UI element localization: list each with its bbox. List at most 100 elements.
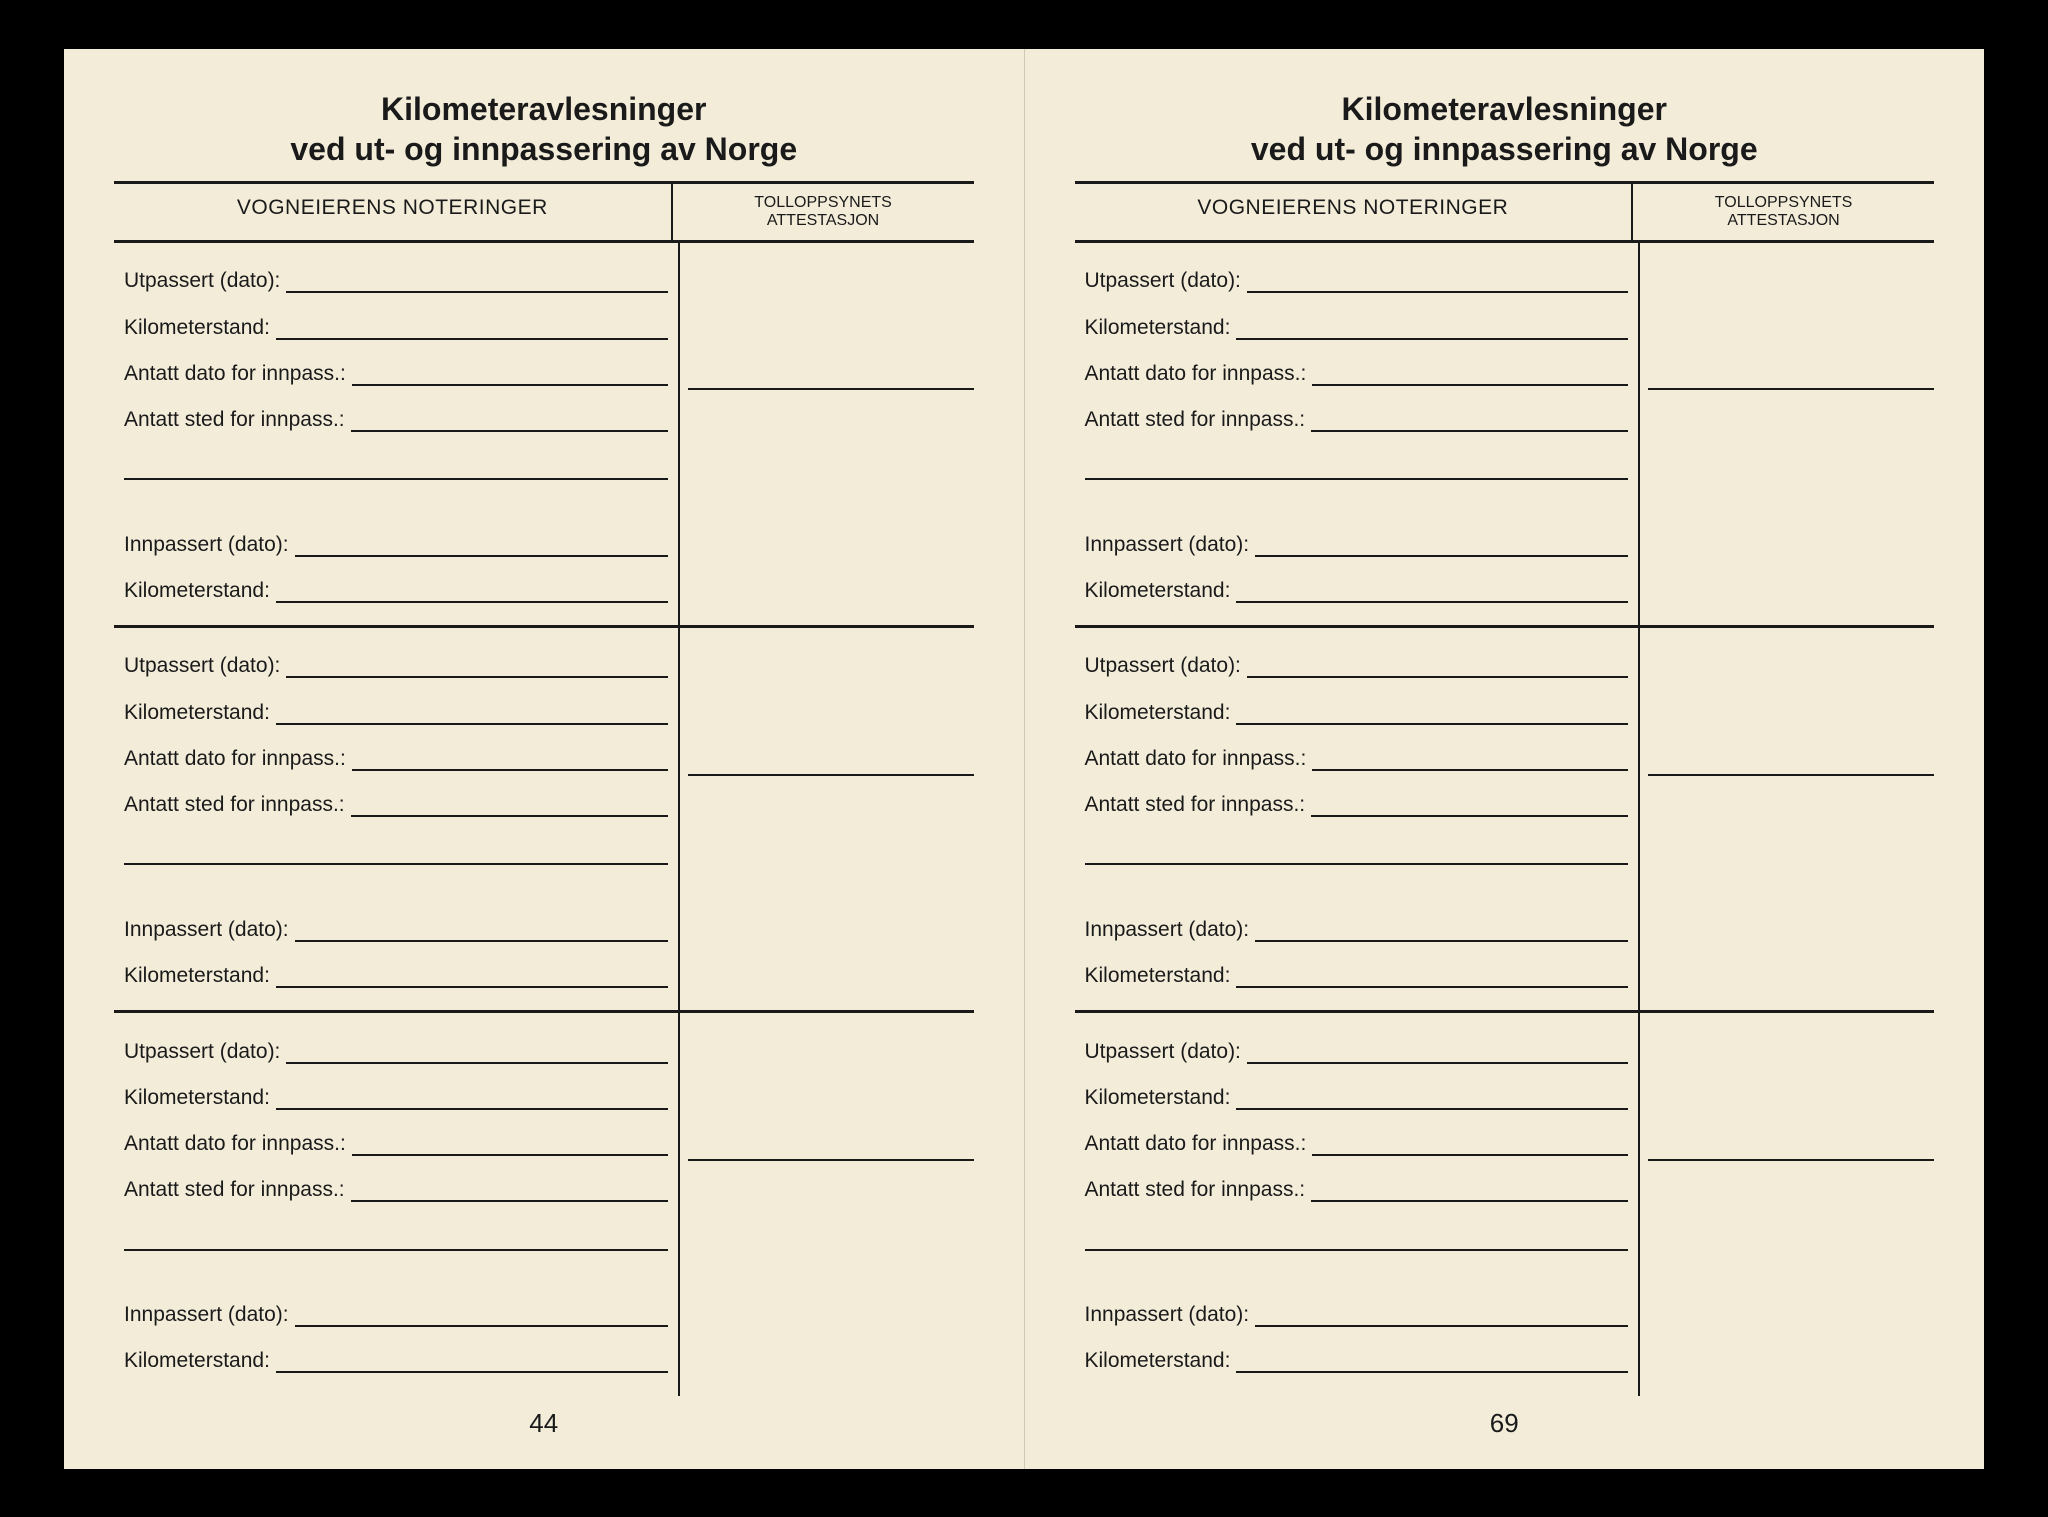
field-antatt-sted: Antatt sted for innpass.: [1085,793,1629,817]
header-owner-notes: VOGNEIERENS NOTERINGER [114,184,671,241]
attestation-divider [1648,774,1934,776]
fill-line [286,272,667,293]
spacer [124,1273,668,1287]
fill-line [295,1306,668,1327]
attestation-box [678,243,974,625]
field-kilometerstand: Kilometerstand: [124,1086,668,1110]
header-customs-attestation: TOLLOPPSYNETS ATTESTASJON [1631,184,1934,241]
blank-line [1085,839,1629,865]
page-right: Kilometeravlesninger ved ut- og innpasse… [1025,49,1985,1469]
entry-fields: Utpassert (dato): Kilometerstand: Antatt… [114,628,678,1010]
fill-line [286,1043,667,1064]
field-antatt-dato: Antatt dato for innpass.: [124,362,668,386]
fill-line [276,967,668,988]
column-headers: VOGNEIERENS NOTERINGER TOLLOPPSYNETS ATT… [1075,181,1935,244]
field-kilometerstand-2: Kilometerstand: [124,964,668,988]
spacer [124,888,668,902]
fill-line [1255,1306,1628,1327]
field-antatt-dato: Antatt dato for innpass.: [1085,362,1629,386]
page-title: Kilometeravlesninger ved ut- og innpasse… [1075,89,1935,169]
fill-line [352,750,668,771]
header-right-line2: ATTESTASJON [767,212,879,229]
entry-fields: Utpassert (dato): Kilometerstand: Antatt… [1075,243,1639,625]
header-right-line1: TOLLOPPSYNETS [1715,194,1853,211]
field-kilometerstand: Kilometerstand: [1085,316,1629,340]
spacer [124,503,668,517]
field-utpassert-dato: Utpassert (dato): [124,654,668,678]
fill-line [1312,1135,1628,1156]
entry-block: Utpassert (dato): Kilometerstand: Antatt… [114,1013,974,1395]
fill-line [1247,1043,1628,1064]
fill-line [1311,1181,1628,1202]
field-kilometerstand-2: Kilometerstand: [124,579,668,603]
field-innpassert-dato: Innpassert (dato): [1085,1303,1629,1327]
fill-line [1247,657,1628,678]
page-left: Kilometeravlesninger ved ut- og innpasse… [64,49,1025,1469]
field-kilometerstand-2: Kilometerstand: [1085,579,1629,603]
blank-line [124,454,668,480]
fill-line [351,796,668,817]
column-headers: VOGNEIERENS NOTERINGER TOLLOPPSYNETS ATT… [114,181,974,244]
entry-block: Utpassert (dato): Kilometerstand: Antatt… [114,628,974,1013]
attestation-box [1638,243,1934,625]
field-innpassert-dato: Innpassert (dato): [124,918,668,942]
field-utpassert-dato: Utpassert (dato): [1085,1040,1629,1064]
document-spread: Kilometeravlesninger ved ut- og innpasse… [64,49,1984,1469]
fill-line [286,657,667,678]
fill-line [1247,272,1628,293]
field-kilometerstand: Kilometerstand: [1085,1086,1629,1110]
fill-line [1311,411,1628,432]
header-customs-attestation: TOLLOPPSYNETS ATTESTASJON [671,184,974,241]
field-antatt-dato: Antatt dato for innpass.: [1085,1132,1629,1156]
field-utpassert-dato: Utpassert (dato): [124,1040,668,1064]
attestation-box [678,628,974,1010]
header-right-line2: ATTESTASJON [1727,212,1839,229]
field-kilometerstand-2: Kilometerstand: [1085,1349,1629,1373]
page-number: 69 [1075,1396,1935,1439]
fill-line [1236,319,1628,340]
entry-blocks: Utpassert (dato): Kilometerstand: Antatt… [1075,243,1935,1395]
field-antatt-dato: Antatt dato for innpass.: [1085,747,1629,771]
fill-line [351,411,668,432]
blank-line [1085,454,1629,480]
spacer [1085,888,1629,902]
entry-fields: Utpassert (dato): Kilometerstand: Antatt… [114,1013,678,1395]
field-kilometerstand: Kilometerstand: [124,316,668,340]
fill-line [1255,536,1628,557]
field-kilometerstand-2: Kilometerstand: [124,1349,668,1373]
field-antatt-sted: Antatt sted for innpass.: [124,1178,668,1202]
title-line2: ved ut- og innpassering av Norge [1251,131,1758,167]
title-line1: Kilometeravlesninger [1342,91,1667,127]
field-antatt-sted: Antatt sted for innpass.: [124,793,668,817]
fill-line [1312,365,1628,386]
field-antatt-sted: Antatt sted for innpass.: [1085,1178,1629,1202]
fill-line [1312,750,1628,771]
attestation-divider [1648,1159,1934,1161]
attestation-box [1638,1013,1934,1395]
blank-line [124,839,668,865]
fill-line [1311,796,1628,817]
field-kilometerstand: Kilometerstand: [1085,701,1629,725]
entry-blocks: Utpassert (dato): Kilometerstand: Antatt… [114,243,974,1395]
fill-line [1236,704,1628,725]
fill-line [276,319,668,340]
field-innpassert-dato: Innpassert (dato): [124,1303,668,1327]
fill-line [1236,1089,1628,1110]
header-owner-notes: VOGNEIERENS NOTERINGER [1075,184,1632,241]
field-innpassert-dato: Innpassert (dato): [1085,918,1629,942]
fill-line [276,704,668,725]
attestation-box [678,1013,974,1395]
blank-line [124,1225,668,1251]
fill-line [1236,967,1628,988]
fill-line [276,1352,668,1373]
spacer [1085,503,1629,517]
fill-line [1255,921,1628,942]
entry-fields: Utpassert (dato): Kilometerstand: Antatt… [1075,628,1639,1010]
attestation-box [1638,628,1934,1010]
entry-fields: Utpassert (dato): Kilometerstand: Antatt… [1075,1013,1639,1395]
field-antatt-dato: Antatt dato for innpass.: [124,747,668,771]
field-antatt-sted: Antatt sted for innpass.: [1085,408,1629,432]
fill-line [352,1135,668,1156]
fill-line [352,365,668,386]
field-antatt-dato: Antatt dato for innpass.: [124,1132,668,1156]
